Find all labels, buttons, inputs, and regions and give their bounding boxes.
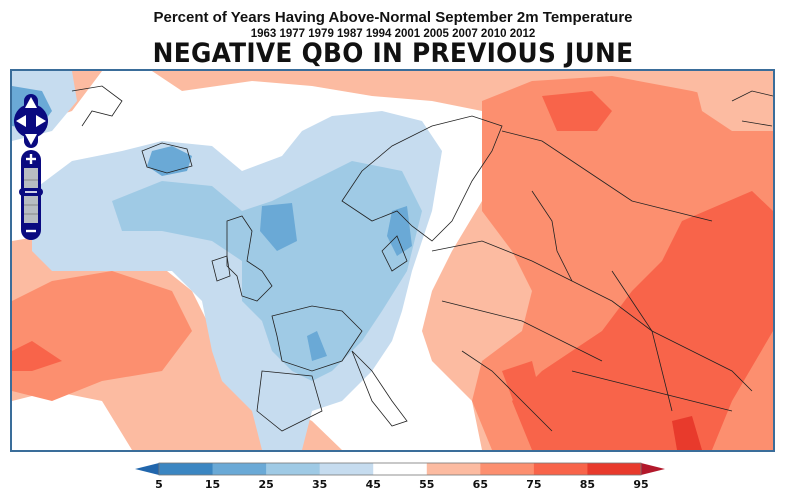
colorbar-bin-5-15 xyxy=(159,463,214,475)
zoom-bar[interactable] xyxy=(18,150,44,240)
colorbar-bin-35-45 xyxy=(319,463,374,475)
colorbar-tick-label: 75 xyxy=(526,478,542,491)
field-85-95-greece xyxy=(502,361,542,411)
colorbar-tick-label: 65 xyxy=(472,478,488,491)
colorbar-bin-45-55 xyxy=(373,463,428,475)
pan-up-icon[interactable] xyxy=(25,97,37,108)
map-subtitle: NEGATIVE QBO IN PREVIOUS JUNE xyxy=(152,38,634,69)
pan-down-icon[interactable] xyxy=(25,134,37,145)
field-75-85-north xyxy=(542,91,612,131)
field-15-25-scotland xyxy=(260,203,297,251)
field-25-35 xyxy=(112,161,422,381)
colorbar-tick-label: 25 xyxy=(258,478,274,491)
map-canvas[interactable] xyxy=(10,69,775,452)
colorbar-tick-label: 35 xyxy=(312,478,328,491)
colorbar-frame xyxy=(158,462,642,476)
colorbar-bin-15-25 xyxy=(212,463,267,475)
colorbar-bin-25-35 xyxy=(266,463,321,475)
map-title: Percent of Years Having Above-Normal Sep… xyxy=(153,9,633,26)
colorbar-under-arrow xyxy=(135,463,159,475)
coastlines xyxy=(71,85,773,432)
colorbar-bin-85-95 xyxy=(587,463,642,475)
field-85-95-iraq xyxy=(672,416,702,450)
field-75-85-west xyxy=(12,271,192,401)
field-45-55-south xyxy=(12,391,132,450)
zoom-out-button[interactable] xyxy=(23,223,39,239)
colorbar-tick-label: 45 xyxy=(365,478,381,491)
years-list: 1963 1977 1979 1987 1994 2001 2005 2007 … xyxy=(250,28,536,40)
field-75-85-westcore xyxy=(12,341,62,371)
colorbar-over-arrow xyxy=(641,463,665,475)
colorbar-tick-label: 5 xyxy=(155,478,163,491)
colorbar-bin-65-75 xyxy=(480,463,535,475)
field-15-25-iceland xyxy=(147,146,192,176)
field-75-85-east xyxy=(512,191,773,450)
pan-right-icon[interactable] xyxy=(36,115,46,127)
contour-layers xyxy=(12,71,773,450)
colorbar-tick-label: 15 xyxy=(204,478,221,491)
colorbar-tick-label: 55 xyxy=(419,478,435,491)
pan-left-icon[interactable] xyxy=(16,115,26,127)
colorbar-bin-55-65 xyxy=(426,463,481,475)
pan-control[interactable] xyxy=(12,92,50,150)
field-15-25-france xyxy=(307,331,327,361)
zoom-in-button[interactable] xyxy=(23,151,39,167)
field-15-25-denmark xyxy=(387,206,412,256)
colorbar xyxy=(135,462,665,476)
colorbar-tick-label: 95 xyxy=(633,478,649,491)
colorbar-bin-75-85 xyxy=(533,463,588,475)
colorbar-tick-label: 85 xyxy=(579,478,596,491)
